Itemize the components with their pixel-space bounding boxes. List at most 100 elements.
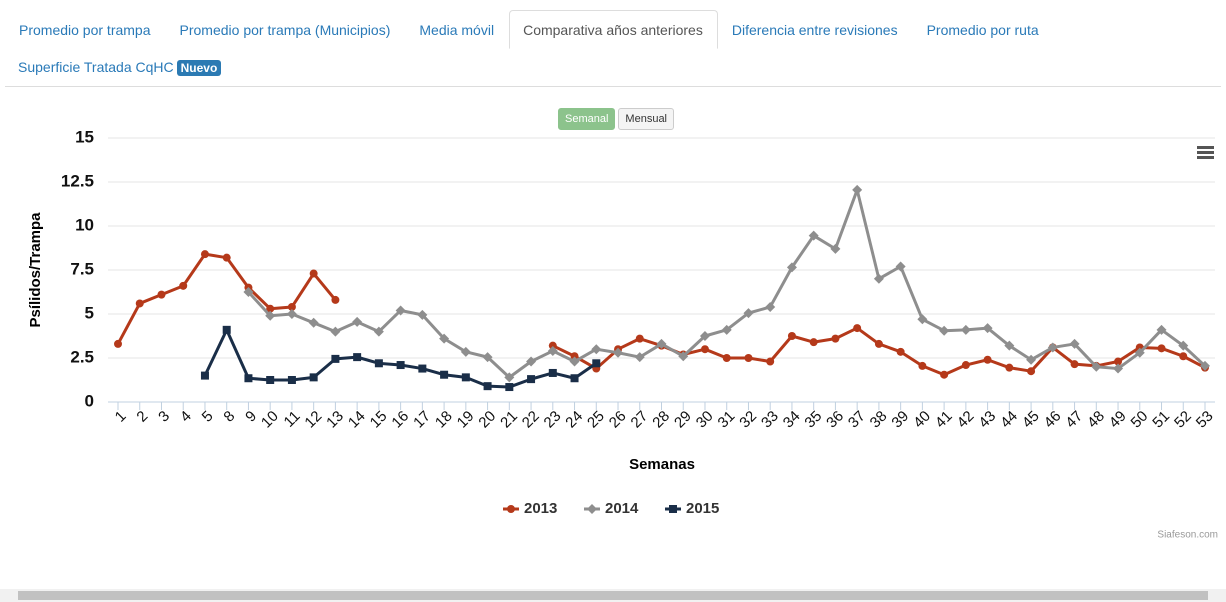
marker [157,290,166,299]
marker [1114,357,1123,366]
marker [373,326,384,337]
marker [786,262,797,273]
divider [5,86,1221,87]
marker [874,339,883,348]
marker [461,373,470,382]
marker [917,314,928,325]
marker [309,373,318,382]
marker [439,333,450,344]
tab[interactable]: Promedio por trampa (Municipios) [179,22,391,38]
marker [940,370,949,379]
marker [591,344,602,355]
x-tick-label: 11 [281,408,304,431]
marker [527,375,536,384]
marker [699,331,710,341]
marker [722,354,731,362]
x-tick-label: 43 [975,408,999,432]
marker [417,309,428,320]
tab[interactable]: Diferencia entre revisiones [731,22,898,38]
marker [918,361,927,370]
x-tick-label: 27 [628,408,652,432]
x-tick-label: 15 [367,408,391,432]
marker [592,359,601,368]
x-tick-label: 44 [997,408,1021,432]
x-tick-label: 2 [133,408,151,426]
x-tick-label: 3 [155,408,173,426]
x-tick-label: 28 [649,408,673,432]
marker [286,309,297,319]
x-tick-label: 10 [258,408,282,432]
marker [873,273,884,284]
tab[interactable]: Media móvil [419,22,495,38]
x-tick-label: 19 [454,408,478,432]
marker [895,261,906,272]
marker [765,301,776,312]
marker [808,230,819,241]
x-tick-label: 39 [888,408,912,432]
button[interactable]: Mensual [618,108,674,130]
marker [483,382,492,391]
marker [243,287,254,297]
y-tick-label: 2.5 [70,347,94,366]
x-tick-label: 51 [1149,408,1173,432]
marker [1179,352,1188,361]
marker [460,346,471,357]
x-tick-label: 17 [410,408,434,432]
x-tick-label: 5 [199,408,217,426]
y-tick-label: 5 [85,303,94,322]
y-tick-label: 10 [75,215,94,234]
menu-icon [1197,146,1214,149]
x-tick-label: 36 [823,408,847,432]
x-tick-label: 33 [758,408,782,432]
legend-label: 2014 [605,500,639,517]
marker [1157,344,1166,353]
marker [613,347,624,358]
badge: Nuevo [176,60,222,76]
marker [353,353,362,362]
tab[interactable]: Comparativa años anteriores [509,10,718,49]
marker [265,310,276,321]
x-tick-label: 12 [301,408,325,432]
tab-label: Superficie Tratada CqHC [18,59,174,75]
marker [634,352,645,363]
marker [526,356,537,367]
marker [1178,340,1189,351]
marker [507,505,515,513]
tab[interactable]: Promedio por trampa [19,22,151,38]
marker [656,338,667,349]
marker [961,361,970,370]
x-tick-label: 18 [432,408,456,432]
legend-label: 2013 [524,500,557,517]
y-axis-label: Psílidos/Trampa [27,212,44,328]
x-tick-label: 35 [801,408,825,432]
marker [635,334,644,343]
x-tick-label: 31 [715,408,739,432]
marker [669,505,677,513]
tab[interactable]: Promedio por ruta [926,22,1039,38]
x-tick-label: 30 [693,408,717,432]
x-tick-label: 32 [736,408,760,432]
tab[interactable]: Superficie Tratada CqHC Nuevo [18,59,222,76]
marker [396,361,405,370]
x-tick-label: 25 [584,408,608,432]
button[interactable]: Semanal [558,108,616,130]
marker [960,324,971,335]
marker [200,371,209,380]
x-tick-label: 26 [606,408,630,432]
marker [721,324,732,335]
marker [331,295,340,304]
marker [331,354,340,363]
credit: Siafeson.com [1157,530,1218,541]
marker [787,332,796,340]
x-tick-label: 29 [671,408,695,432]
scroll-thumb[interactable] [18,591,1208,600]
marker [440,370,449,379]
marker [352,316,363,327]
marker [1091,361,1102,372]
marker [1070,360,1079,369]
x-tick-label: 23 [541,408,565,432]
scrollbar[interactable] [0,589,1226,602]
marker [309,269,318,278]
x-axis-label: Semanas [629,456,695,473]
